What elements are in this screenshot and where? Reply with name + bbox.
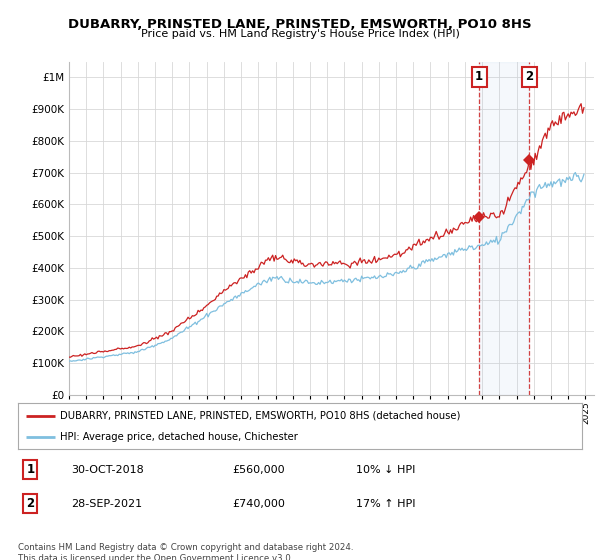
Text: £560,000: £560,000	[232, 465, 285, 475]
Text: 30-OCT-2018: 30-OCT-2018	[71, 465, 145, 475]
Text: Contains HM Land Registry data © Crown copyright and database right 2024.
This d: Contains HM Land Registry data © Crown c…	[18, 543, 353, 560]
Text: 2: 2	[525, 70, 533, 83]
Text: 28-SEP-2021: 28-SEP-2021	[71, 499, 143, 508]
Text: £740,000: £740,000	[232, 499, 285, 508]
Text: 2: 2	[26, 497, 34, 510]
Text: 1: 1	[475, 70, 483, 83]
Text: DUBARRY, PRINSTED LANE, PRINSTED, EMSWORTH, PO10 8HS (detached house): DUBARRY, PRINSTED LANE, PRINSTED, EMSWOR…	[60, 410, 461, 421]
Bar	[479, 62, 529, 395]
Text: DUBARRY, PRINSTED LANE, PRINSTED, EMSWORTH, PO10 8HS: DUBARRY, PRINSTED LANE, PRINSTED, EMSWOR…	[68, 18, 532, 31]
Text: 17% ↑ HPI: 17% ↑ HPI	[356, 499, 416, 508]
Text: 1: 1	[26, 463, 34, 476]
Text: HPI: Average price, detached house, Chichester: HPI: Average price, detached house, Chic…	[60, 432, 298, 442]
Text: 10% ↓ HPI: 10% ↓ HPI	[356, 465, 416, 475]
Text: Price paid vs. HM Land Registry's House Price Index (HPI): Price paid vs. HM Land Registry's House …	[140, 29, 460, 39]
